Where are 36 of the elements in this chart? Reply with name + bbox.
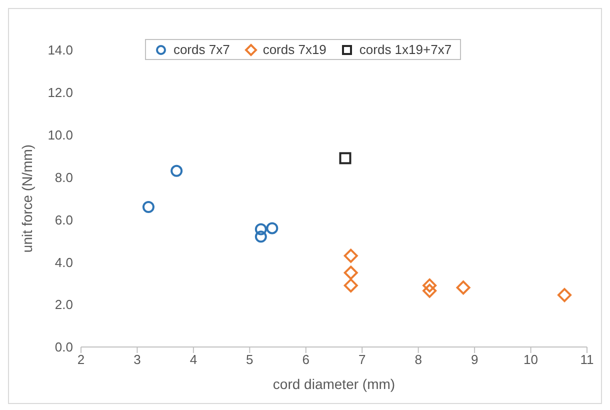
point [344,266,358,280]
point [266,222,278,234]
legend-label: cords 7x19 [262,42,326,57]
y-axis-title: unit force (N/mm) [18,144,35,253]
x-tick-label: 7 [358,352,366,368]
x-tick-label: 4 [190,352,198,368]
y-tick-label: 0.0 [54,340,73,355]
point [558,288,572,302]
point [254,230,267,243]
x-tick-label: 6 [302,352,310,368]
y-tick-label: 12.0 [48,85,73,100]
x-tick-label: 5 [246,352,254,368]
point [456,280,470,295]
point [254,223,267,236]
point [142,200,154,213]
x-tick-label: 3 [134,352,141,368]
point [344,278,358,292]
y-tick-label: 8.0 [54,170,73,185]
point [422,278,437,292]
x-tick-label: 10 [524,352,538,368]
point [344,248,358,263]
y-tick-label: 14.0 [48,42,73,58]
x-tick-label: 2 [77,352,85,368]
point [170,164,183,177]
y-tick-label: 2.0 [54,297,73,312]
y-tick-label: 4.0 [54,254,73,270]
y-tick-label: 6.0 [54,212,73,228]
point [339,152,352,164]
legend-label: cords 1x19+7x7 [358,42,452,57]
x-tick-label: 8 [414,352,422,368]
legend-label: cords 7x7 [172,42,230,57]
x-tick-label: 11 [580,352,594,368]
point [422,284,437,298]
y-tick-label: 10.0 [48,127,73,142]
x-tick-label: 9 [470,352,478,368]
x-axis-title: cord diameter (mm) [272,376,396,392]
